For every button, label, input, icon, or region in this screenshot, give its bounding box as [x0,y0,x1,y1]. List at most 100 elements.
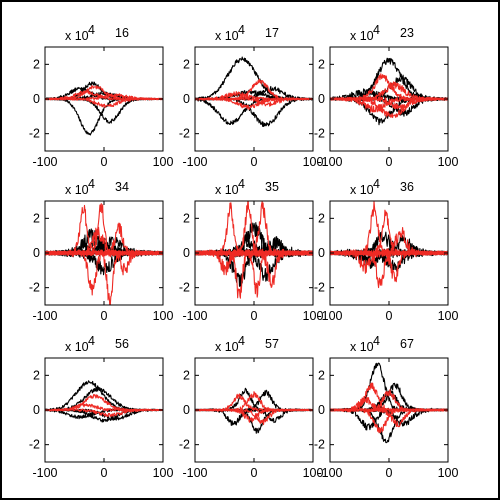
x-tick-label: -100 [182,466,207,480]
scale-exponent: 4 [373,334,380,348]
x-tick-label: -100 [317,466,342,480]
x-tick-label: 0 [251,466,258,480]
scale-label: x 10 [350,340,374,354]
trace-group [45,380,163,423]
panel-title: 16 [115,26,129,40]
chart-panel-57: -100 0 100 2 0 -2 x 10 4 57 [179,334,324,480]
trace-black-1 [195,97,313,125]
trace-black-0 [195,56,313,101]
scale-exponent: 4 [238,23,245,37]
trace-black-0 [330,362,448,412]
x-tick-label: -100 [317,309,342,323]
y-tick-label: 2 [33,57,40,71]
trace-red-6 [195,249,313,276]
scale-label: x 10 [215,340,239,354]
trace-group [195,201,313,299]
x-tick-label: 100 [303,466,324,480]
chart-panel-35: -100 0 100 2 0 -2 x 10 4 35 [179,177,324,323]
y-tick-label: -2 [314,438,325,452]
x-tick-label: 0 [386,466,393,480]
panel-title: 57 [265,337,279,351]
trace-red-4 [330,96,448,119]
y-tick-label: 2 [183,57,190,71]
y-tick-label: -2 [314,127,325,141]
scale-label: x 10 [215,183,239,197]
x-tick-label: 100 [153,155,174,169]
x-tick-label: 0 [101,155,108,169]
y-tick-label: 2 [183,211,190,225]
x-tick-label: -100 [32,155,57,169]
y-tick-label: -2 [29,438,40,452]
trace-red-3 [195,408,313,423]
x-tick-label: 100 [438,155,459,169]
x-tick-label: 0 [251,155,258,169]
trace-red-3 [45,93,163,101]
x-tick-label: 0 [386,155,393,169]
y-tick-label: -2 [314,281,325,295]
x-tick-label: 100 [438,309,459,323]
y-tick-label: 2 [33,368,40,382]
trace-group [45,81,163,136]
y-tick-label: 2 [318,57,325,71]
chart-panel-36: -100 0 100 2 0 -2 x 10 4 36 [314,177,459,323]
trace-red-4 [330,396,448,413]
x-tick-label: 100 [303,155,324,169]
x-tick-label: 100 [153,466,174,480]
trace-group [330,201,448,289]
trace-black-0 [330,57,448,102]
chart-panel-23: -100 0 100 2 0 -2 x 10 4 23 [314,23,459,169]
trace-black-1 [195,408,313,434]
scale-exponent: 4 [373,177,380,191]
scale-exponent: 4 [373,23,380,37]
trace-group [45,203,163,305]
panel-title: 56 [115,337,129,351]
trace-red-6 [45,226,163,258]
trace-red-3 [195,91,313,101]
chart-panel-56: -100 0 100 2 0 -2 x 10 4 56 [29,334,174,480]
y-tick-label: -2 [179,127,190,141]
chart-panel-17: -100 0 100 2 0 -2 x 10 4 17 [179,23,324,169]
y-tick-label: 0 [183,246,190,260]
panel-title: 34 [115,180,129,194]
y-tick-label: 0 [33,403,40,417]
trace-red-3 [45,249,163,305]
chart-panel-16: -100 0 100 2 0 -2 x 10 4 16 [29,23,174,169]
y-tick-label: 0 [318,92,325,106]
x-tick-label: 100 [303,309,324,323]
panel-title: 67 [400,337,414,351]
y-tick-label: 0 [318,246,325,260]
x-tick-label: -100 [182,155,207,169]
trace-red-5 [330,248,448,274]
y-tick-label: 0 [33,246,40,260]
trace-group [330,57,448,126]
trace-red-4 [195,201,313,258]
panel-title: 35 [265,180,279,194]
scale-label: x 10 [65,340,89,354]
chart-panel-34: -100 0 100 2 0 -2 x 10 4 34 [29,177,174,323]
x-tick-label: 0 [101,466,108,480]
x-tick-label: -100 [317,155,342,169]
y-tick-label: 0 [183,403,190,417]
scale-exponent: 4 [238,334,245,348]
scale-exponent: 4 [88,23,95,37]
x-tick-label: 0 [101,309,108,323]
scale-label: x 10 [350,29,374,43]
trace-group [195,387,313,434]
scale-label: x 10 [65,29,89,43]
y-tick-label: 0 [183,92,190,106]
panel-title: 17 [265,26,279,40]
x-tick-label: 0 [386,309,393,323]
scale-exponent: 4 [88,334,95,348]
panel-title: 23 [400,26,414,40]
scale-label: x 10 [65,183,89,197]
x-tick-label: -100 [32,466,57,480]
y-tick-label: 2 [33,211,40,225]
y-tick-label: 2 [318,368,325,382]
scale-label: x 10 [350,183,374,197]
x-tick-label: -100 [182,309,207,323]
trace-black-0 [45,97,163,136]
panel-title: 36 [400,180,414,194]
y-tick-label: 2 [318,211,325,225]
y-tick-label: -2 [29,281,40,295]
